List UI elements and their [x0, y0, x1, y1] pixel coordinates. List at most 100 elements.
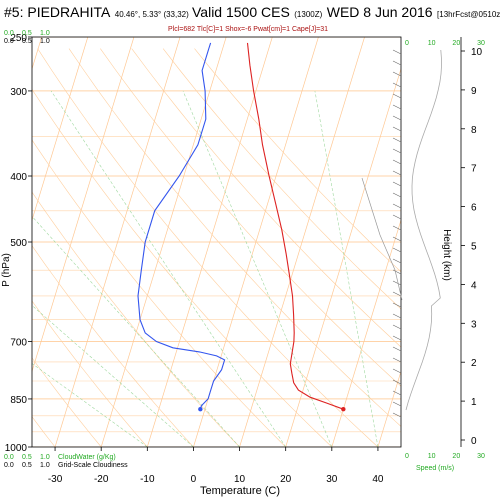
dry-adiabat [68, 48, 401, 427]
dry-adiabat [32, 139, 286, 447]
cloudwater-tick: 0.5 [22, 454, 32, 461]
dry-adiabat [32, 416, 56, 447]
grid-layer [32, 37, 401, 447]
dry-adiabat [32, 300, 148, 447]
speed-bottom-tick: 0 [405, 453, 409, 460]
dry-adiabat [37, 48, 379, 447]
y-axis-label: P (hPa) [1, 253, 12, 287]
speed-top-tick: 30 [477, 40, 485, 47]
top-cloudiness-tick: 1.0 [40, 38, 50, 45]
dewpoint-line [137, 42, 226, 410]
height-tick-label: 6 [471, 203, 477, 214]
temperature-tick-label: 10 [234, 474, 246, 485]
height-tick-label: 1 [471, 397, 477, 408]
dry-adiabat [100, 48, 401, 387]
isotherm [54, 37, 181, 447]
pressure-tick-label: 850 [10, 395, 27, 406]
temperature-tick-label: -30 [48, 474, 63, 485]
speed-axis-label: Speed (m/s) [416, 465, 454, 472]
wind-barb [392, 137, 402, 143]
temperature-tick-label: -10 [140, 474, 155, 485]
forecast-info: [13hrFcst@0510z] [437, 10, 500, 19]
speed-top-tick: 20 [452, 40, 460, 47]
top-cloudiness-tick: 0.0 [4, 38, 14, 45]
wind-barb [392, 368, 402, 374]
wind-barb [392, 236, 402, 242]
dry-adiabat [32, 88, 333, 447]
dry-adiabat [194, 48, 401, 273]
dry-adiabat [32, 245, 194, 447]
moist-adiabat [182, 90, 333, 447]
moist-adiabat [32, 305, 194, 447]
station-title: #5: PIEDRAHITA [4, 4, 111, 20]
wind-barb [392, 313, 402, 319]
pressure-tick-label: 400 [10, 172, 27, 183]
cloudwater-label: CloudWater (g/Kg) [58, 454, 116, 461]
temperature-tick-label: 30 [326, 474, 338, 485]
wind-barb [392, 82, 402, 88]
height-tick-label: 8 [471, 125, 477, 136]
wind-barb [392, 280, 402, 286]
wind-barb [392, 49, 402, 55]
wind-barb [392, 214, 402, 220]
dry-adiabat [162, 48, 401, 310]
cloudiness-label: Grid-Scale Cloudiness [58, 462, 128, 469]
height-tick-label: 2 [471, 358, 477, 369]
moist-adiabat [32, 215, 240, 447]
wind-speed-line [405, 49, 442, 411]
valid-time: Valid 1500 CES [192, 4, 290, 20]
isotherm [32, 37, 89, 222]
isotherm [32, 37, 135, 373]
pressure-tick-label: 1000 [5, 443, 28, 454]
speed-bottom-tick: 20 [452, 453, 460, 460]
temperature-tick-label: -20 [94, 474, 109, 485]
valid-utc: (1300Z) [294, 10, 323, 19]
cloudiness-tick: 0.0 [4, 462, 14, 469]
panel-guide [361, 177, 403, 301]
wind-barb [392, 291, 402, 297]
wind-barb [392, 225, 402, 231]
top-cloudwater-tick: 1.0 [40, 30, 50, 37]
temperature-tick-label: 20 [280, 474, 292, 485]
valid-header: Valid 1500 CES (1300Z) WED 8 Jun 2016 [1… [192, 4, 500, 22]
cloudiness-tick: 0.5 [22, 462, 32, 469]
isotherm [193, 37, 319, 447]
wind-barb [392, 247, 402, 253]
pressure-tick-label: 300 [10, 87, 27, 98]
cloudwater-tick: 0.0 [4, 454, 14, 461]
temperature-tick-label: 40 [372, 474, 384, 485]
wind-barb [392, 379, 402, 385]
wind-barb [392, 181, 402, 187]
dry-adiabat [131, 48, 401, 348]
wind-barb [392, 335, 402, 341]
speed-bottom-tick: 10 [428, 453, 436, 460]
moist-adiabat [314, 90, 379, 447]
surface-dewpoint-point [198, 406, 203, 412]
pressure-tick-label: 250 [10, 33, 27, 44]
wind-barb [392, 192, 402, 198]
height-tick-label: 4 [471, 280, 477, 291]
dry-adiabat [32, 357, 102, 447]
wind-barb [392, 302, 402, 308]
indices-line: Plcl=682 Tlc[C]=1 Shox=-6 Pwat[cm]=1 Cap… [168, 26, 328, 33]
height-tick-label: 3 [471, 319, 477, 330]
height-axis-label: Height (km) [441, 229, 452, 281]
wind-barb [392, 170, 402, 176]
isotherm [331, 218, 401, 447]
top-cloudwater-tick: 0.5 [22, 30, 32, 37]
wind-barb [392, 346, 402, 352]
height-tick-label: 5 [471, 242, 477, 253]
isotherm [377, 370, 401, 447]
wind-barb [392, 126, 402, 132]
surface-temperature-point [341, 406, 346, 412]
height-tick-label: 10 [471, 47, 483, 58]
valid-date: WED 8 Jun 2016 [326, 4, 433, 20]
wind-barb [392, 115, 402, 121]
wind-barb [392, 71, 402, 77]
pressure-tick-label: 700 [10, 338, 27, 349]
wind-barb [392, 60, 402, 66]
profile-layer [137, 42, 346, 412]
